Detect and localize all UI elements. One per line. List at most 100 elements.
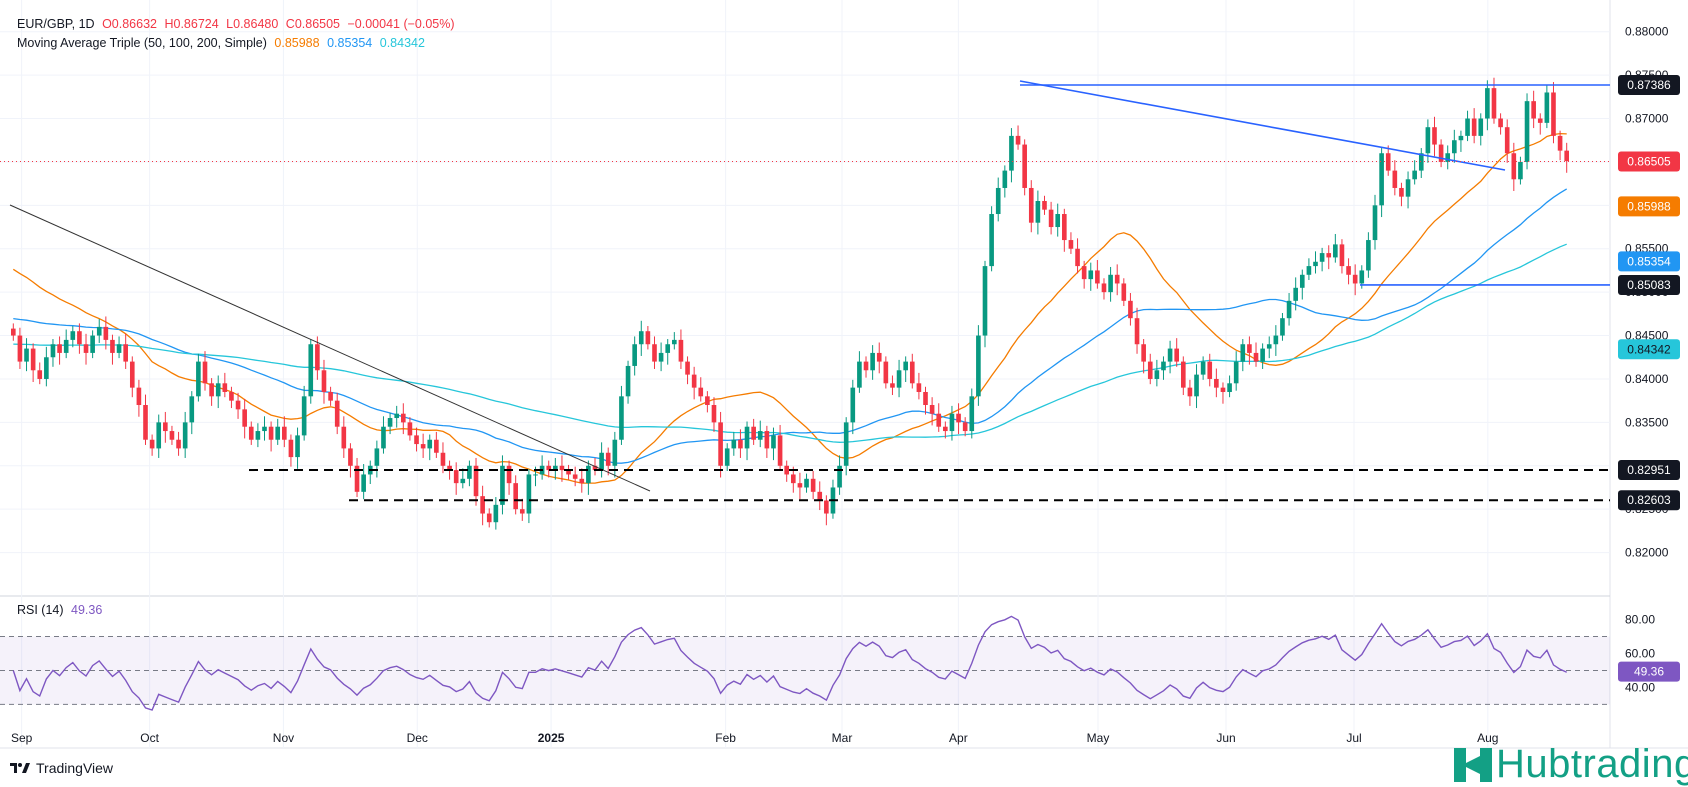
candle-body [1002, 170, 1008, 188]
candle-body [348, 448, 353, 466]
rsi-tick-label: 80.00 [1625, 613, 1655, 627]
candle-body [519, 509, 525, 514]
candle-body [473, 465, 479, 497]
candle-body [790, 474, 796, 484]
candle-body [328, 391, 333, 401]
candle-body [605, 452, 611, 466]
candle-body [176, 439, 181, 449]
price-label-value: 0.86505 [1627, 154, 1671, 168]
candle-body [936, 413, 942, 427]
price-label-value: 0.87386 [1627, 78, 1671, 92]
rsi-value-label: 49.36 [1634, 665, 1664, 679]
candle-body [553, 465, 558, 471]
candle-body [30, 348, 36, 371]
ma100-line [13, 188, 1568, 464]
candle-body [1200, 361, 1206, 375]
candle-body [110, 339, 115, 353]
candle-body [1253, 352, 1259, 362]
candle-body [546, 465, 552, 471]
high-value: H0.86724 [164, 17, 219, 31]
rsi-value-tag [1618, 661, 1680, 682]
candle-body [771, 435, 776, 449]
price-label-tag [1618, 196, 1680, 217]
candle-body [1260, 348, 1265, 362]
candle-body [1101, 283, 1107, 293]
time-tick-label: Feb [715, 731, 736, 745]
time-tick-label: Dec [407, 731, 428, 745]
close-value: C0.86505 [285, 17, 341, 31]
rsi-value: 49.36 [71, 603, 103, 617]
candle-body [1319, 253, 1325, 262]
candle-body [1445, 153, 1451, 162]
candle-body [632, 344, 637, 366]
candle-body [10, 328, 16, 336]
candle-body [288, 439, 294, 458]
candle-body [420, 444, 426, 449]
candle-body [678, 339, 684, 362]
price-tick-label: 0.84000 [1625, 372, 1669, 386]
candle-body [453, 470, 459, 484]
time-tick-label: Apr [949, 731, 968, 745]
candle-body [1121, 283, 1127, 301]
candle-body [804, 478, 809, 488]
candle-body [70, 331, 76, 340]
candle-body [1313, 261, 1318, 267]
candle-body [784, 465, 790, 475]
price-label-tag [1618, 251, 1680, 272]
candle-body [843, 422, 849, 466]
candle-body [163, 422, 168, 432]
candle-body [665, 344, 671, 353]
candle-body [1333, 244, 1338, 258]
candle-body [1266, 344, 1272, 349]
candle-body [1346, 266, 1351, 275]
candle-body [268, 426, 274, 440]
candle-body [136, 387, 142, 406]
candle-body [480, 496, 485, 514]
candle-body [1240, 344, 1246, 362]
candle-body [202, 361, 208, 384]
candle-body [1372, 205, 1378, 241]
candle-body [1405, 179, 1411, 197]
candle-body [387, 418, 393, 427]
price-label-tag [1618, 490, 1680, 511]
candle-body [658, 352, 664, 362]
candle-body [989, 214, 994, 267]
rsi-label: RSI (14) [17, 603, 64, 617]
candle-body [1471, 118, 1477, 136]
candle-body [77, 331, 82, 345]
ma200-value: 0.84342 [379, 36, 425, 50]
candle-body [361, 474, 366, 492]
candle-body [1452, 140, 1457, 154]
candle-body [434, 439, 439, 453]
candle-body [1207, 361, 1213, 379]
candle-body [235, 400, 241, 410]
candle-body [612, 439, 618, 466]
candle-body [1511, 153, 1517, 180]
candle-body [764, 431, 770, 449]
candle-body [1564, 150, 1570, 162]
candle-body [526, 474, 532, 514]
candle-body [1273, 335, 1279, 345]
candle-body [1042, 200, 1047, 210]
rsi-tick-label: 40.00 [1625, 680, 1655, 694]
open-value: O0.86632 [102, 17, 157, 31]
candle-body [1544, 92, 1550, 123]
tradingview-logo[interactable]: TradingView [10, 760, 113, 776]
hubtrading-logo: Hubtrading [1452, 742, 1688, 787]
candle-body [645, 331, 651, 345]
candle-body [103, 326, 109, 340]
candle-body [143, 405, 148, 440]
candle-body [149, 439, 155, 449]
candle-body [1220, 387, 1226, 392]
candle-body [1114, 274, 1120, 284]
candle-body [1227, 383, 1232, 392]
time-tick-label: Jun [1216, 731, 1235, 745]
candle-body [1518, 161, 1523, 180]
candle-body [1485, 88, 1490, 119]
candle-body [751, 426, 756, 440]
price-label-value: 0.85988 [1627, 199, 1671, 213]
rsi-line [12, 615, 1567, 711]
candle-body [1180, 361, 1186, 388]
candle-body [242, 409, 247, 427]
